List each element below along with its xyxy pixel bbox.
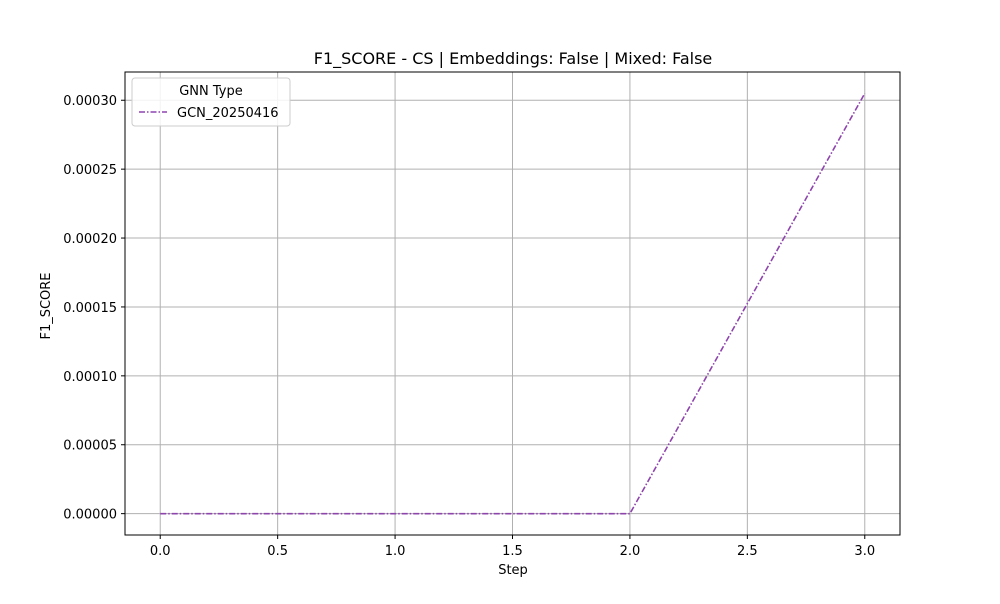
chart-title: F1_SCORE - CS | Embeddings: False | Mixe… [314, 49, 713, 69]
y-tick-label: 0.00020 [63, 232, 117, 247]
legend-title: GNN Type [179, 84, 243, 99]
x-tick-label: 2.0 [620, 544, 641, 559]
y-axis-ticks: 0.00000 0.00005 0.00010 0.00015 0.00020 0.000… [63, 94, 125, 523]
x-tick-label: 0.5 [267, 544, 288, 559]
y-tick-label: 0.00010 [63, 370, 117, 385]
x-tick-label: 0.0 [150, 544, 171, 559]
legend-box [131, 77, 291, 127]
x-tick-label: 1.0 [385, 544, 406, 559]
x-axis-ticks: 0.0 0.5 1.0 1.5 2.0 2.5 3.0 [150, 535, 875, 559]
legend-label-gcn-20250416: GCN_20250416 [177, 106, 279, 121]
x-tick-label: 1.5 [502, 544, 523, 559]
y-tick-label: 0.00015 [63, 301, 117, 316]
y-axis-label: F1_SCORE [39, 272, 54, 339]
y-tick-label: 0.00005 [63, 439, 117, 454]
series-layer [160, 92, 866, 515]
legend: GNN Type GCN_20250416 [131, 77, 291, 127]
x-tick-label: 2.5 [737, 544, 758, 559]
series-line-gcn-20250416 [160, 92, 866, 515]
x-axis-label: Step [498, 563, 528, 578]
y-tick-label: 0.00025 [63, 163, 117, 178]
x-tick-label: 3.0 [854, 544, 875, 559]
y-tick-label: 0.00030 [63, 94, 117, 109]
y-tick-label: 0.00000 [63, 508, 117, 523]
